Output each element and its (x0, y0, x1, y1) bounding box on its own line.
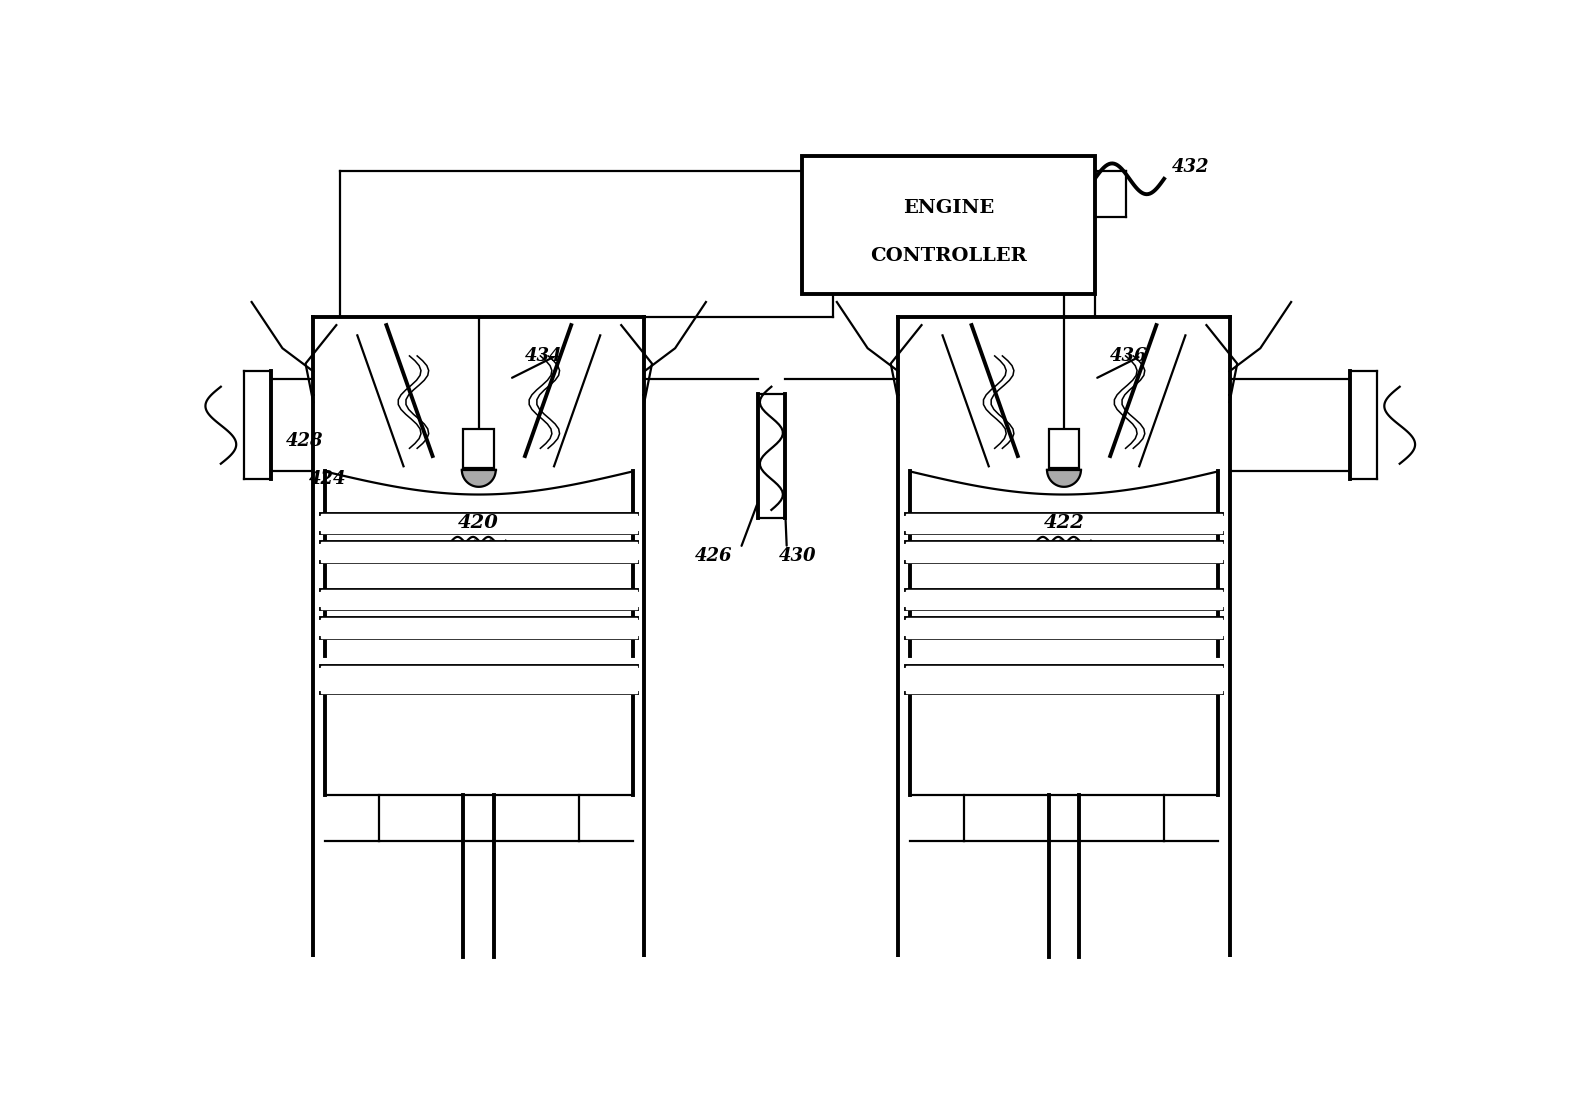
Text: 428: 428 (286, 432, 324, 449)
Bar (321, 618, 637, 637)
Text: 436: 436 (1110, 347, 1148, 364)
Text: 424: 424 (310, 471, 346, 489)
Polygon shape (462, 470, 496, 486)
Bar (321, 542, 637, 561)
Bar (321, 666, 637, 693)
Bar (906, 514, 1222, 533)
Bar (802, 155, 1094, 294)
Bar (463, 429, 495, 467)
Text: CONTROLLER: CONTROLLER (870, 246, 1026, 265)
Bar (906, 666, 1222, 693)
Polygon shape (1047, 470, 1081, 486)
Bar (321, 514, 637, 533)
Bar (321, 590, 637, 609)
Text: 426: 426 (696, 547, 734, 565)
Text: 432: 432 (1172, 159, 1209, 177)
Text: 422: 422 (1043, 514, 1085, 532)
Text: 434: 434 (525, 347, 563, 364)
Bar (906, 590, 1222, 609)
Text: 420: 420 (458, 514, 500, 532)
Text: ENGINE: ENGINE (903, 199, 994, 217)
Bar (906, 542, 1222, 561)
Bar (1048, 429, 1080, 467)
Bar (906, 618, 1222, 637)
Text: 430: 430 (779, 547, 816, 565)
